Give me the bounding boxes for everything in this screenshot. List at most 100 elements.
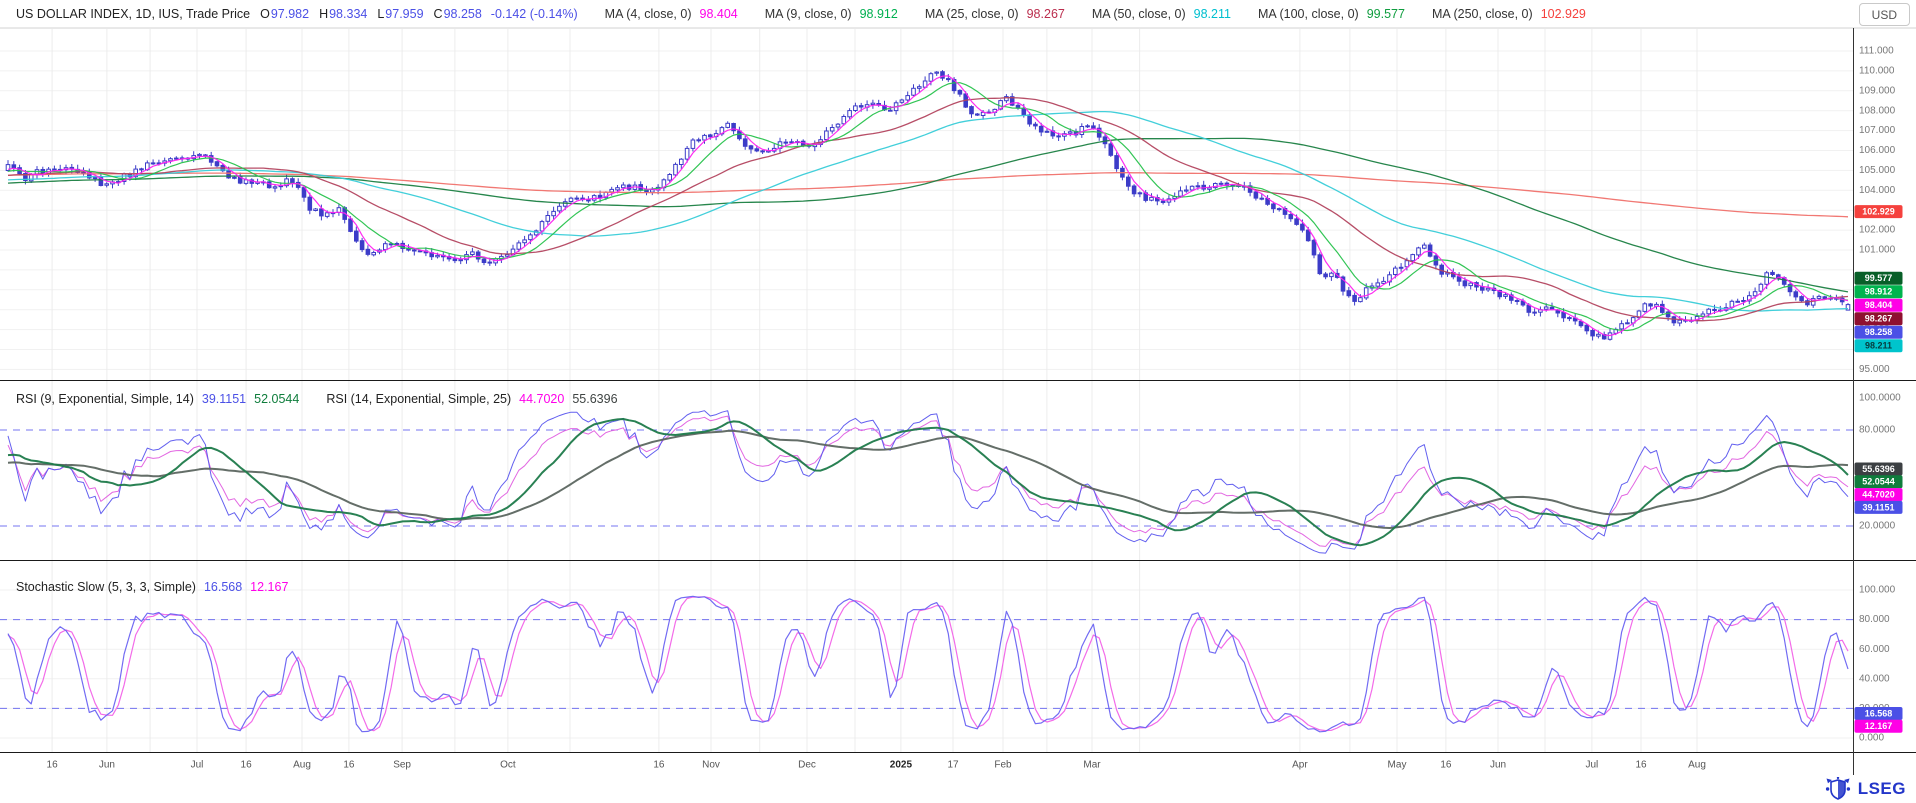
price-axis-badges: 102.929 99.577 98.912 98.404 98.267 98.258 98.… bbox=[1854, 205, 1903, 353]
svg-text:Nov: Nov bbox=[702, 760, 720, 771]
svg-text:16: 16 bbox=[241, 760, 253, 771]
svg-text:104.000: 104.000 bbox=[1859, 185, 1896, 196]
legend-segment: 99.577 bbox=[1366, 6, 1405, 21]
legend-segment[interactable]: MA (50, close, 0) bbox=[1091, 6, 1186, 21]
svg-text:16: 16 bbox=[1635, 760, 1647, 771]
stoch-panel-legend: Stochastic Slow (5, 3, 3, Simple) 16.568 1… bbox=[16, 579, 288, 595]
ma-line-25 bbox=[7, 97, 1849, 322]
svg-text:Dec: Dec bbox=[798, 760, 816, 771]
price-pane bbox=[7, 75, 1849, 337]
chart-svg[interactable]: 111.000 110.000 109.000 108.000 107.000 106.0… bbox=[0, 28, 1916, 776]
svg-text:95.000: 95.000 bbox=[1859, 364, 1890, 375]
legend-segment: 102.929 bbox=[1540, 6, 1586, 21]
svg-text:107.000: 107.000 bbox=[1859, 125, 1896, 136]
legend-segment: 52.0544 bbox=[254, 392, 300, 406]
legend-segment[interactable]: MA (4, close, 0) bbox=[604, 6, 692, 21]
main-legend: US DOLLAR INDEX, 1D, IUS, Trade Price O97… bbox=[16, 7, 1586, 21]
svg-text:99.577: 99.577 bbox=[1865, 273, 1893, 283]
threshold-lines bbox=[0, 429, 1853, 709]
legend-segment: 97.982 bbox=[270, 6, 310, 21]
svg-text:Feb: Feb bbox=[994, 760, 1012, 771]
svg-text:52.0544: 52.0544 bbox=[1862, 477, 1895, 487]
legend-segment: 98.267 bbox=[1026, 6, 1065, 21]
stoch-axis-badges: 16.568 12.167 bbox=[1854, 707, 1903, 733]
legend-segment: O bbox=[260, 6, 270, 21]
svg-text:39.1151: 39.1151 bbox=[1862, 502, 1894, 512]
svg-text:55.6396: 55.6396 bbox=[1862, 464, 1895, 474]
ma-line-100 bbox=[7, 137, 1849, 293]
rsi-pane bbox=[7, 410, 1849, 554]
svg-text:17: 17 bbox=[947, 760, 959, 771]
svg-text:105.000: 105.000 bbox=[1859, 165, 1896, 176]
svg-text:98.258: 98.258 bbox=[1865, 327, 1893, 337]
footer-bar: LSEG bbox=[0, 775, 1916, 803]
legend-segment: 98.334 bbox=[329, 6, 368, 21]
svg-text:111.000: 111.000 bbox=[1859, 46, 1894, 57]
svg-text:May: May bbox=[1388, 760, 1407, 771]
time-axis: 16 Jun Jul 16 Aug 16 Sep Oct 16 Nov Dec 2025 17 Feb Ma… bbox=[47, 760, 1706, 771]
svg-text:44.7020: 44.7020 bbox=[1862, 489, 1895, 499]
svg-text:Oct: Oct bbox=[500, 760, 516, 771]
legend-segment[interactable]: MA (9, close, 0) bbox=[764, 6, 852, 21]
legend-segment[interactable]: MA (25, close, 0) bbox=[924, 6, 1019, 21]
rsi9-avg-line bbox=[7, 418, 1849, 547]
svg-text:16: 16 bbox=[1440, 760, 1452, 771]
lseg-crest-icon bbox=[1823, 777, 1853, 801]
legend-segment: -0.142 (-0.14%) bbox=[490, 6, 578, 21]
svg-text:Jun: Jun bbox=[1490, 760, 1506, 771]
svg-text:98.404: 98.404 bbox=[1865, 300, 1893, 310]
legend-segment: H bbox=[319, 6, 329, 21]
svg-text:Sep: Sep bbox=[393, 760, 411, 771]
svg-text:16: 16 bbox=[653, 760, 665, 771]
svg-text:106.000: 106.000 bbox=[1859, 145, 1896, 156]
svg-text:Mar: Mar bbox=[1083, 760, 1101, 771]
rsi-panel-legend: RSI (9, Exponential, Simple, 14) 39.1151 5… bbox=[16, 391, 618, 407]
rsi14-legend[interactable]: RSI (14, Exponential, Simple, 25) bbox=[326, 392, 512, 406]
svg-text:110.000: 110.000 bbox=[1859, 66, 1895, 77]
instrument-legend[interactable]: US DOLLAR INDEX, 1D, IUS, Trade Price bbox=[16, 6, 251, 21]
legend-segment: 98.912 bbox=[859, 6, 898, 21]
legend-segment: 55.6396 bbox=[572, 392, 618, 406]
svg-text:Aug: Aug bbox=[293, 760, 311, 771]
svg-text:102.000: 102.000 bbox=[1859, 225, 1896, 236]
rsi14-avg-line bbox=[7, 429, 1849, 529]
legend-segment: 97.959 bbox=[385, 6, 424, 21]
svg-text:16: 16 bbox=[343, 760, 355, 771]
svg-text:108.000: 108.000 bbox=[1859, 105, 1896, 116]
svg-text:Apr: Apr bbox=[1292, 760, 1308, 771]
legend-segment[interactable]: MA (100, close, 0) bbox=[1257, 6, 1359, 21]
time-axis-drag[interactable] bbox=[0, 752, 1853, 775]
svg-text:20.0000: 20.0000 bbox=[1859, 521, 1896, 532]
chart-legend-bar: US DOLLAR INDEX, 1D, IUS, Trade Price O97… bbox=[0, 0, 1916, 28]
svg-text:80.0000: 80.0000 bbox=[1859, 425, 1896, 436]
legend-segment: 39.1151 bbox=[201, 392, 247, 406]
svg-text:Jul: Jul bbox=[191, 760, 204, 771]
rsi9-line bbox=[7, 410, 1849, 554]
ma-line-50 bbox=[7, 110, 1849, 312]
currency-button[interactable]: USD bbox=[1858, 3, 1910, 26]
legend-segment: 98.404 bbox=[699, 6, 738, 21]
svg-text:98.267: 98.267 bbox=[1865, 314, 1893, 324]
gridlines bbox=[0, 28, 1853, 752]
chart-canvas[interactable]: 111.000 110.000 109.000 108.000 107.000 106.0… bbox=[0, 28, 1916, 776]
svg-text:98.211: 98.211 bbox=[1865, 341, 1892, 351]
rsi9-legend[interactable]: RSI (9, Exponential, Simple, 14) bbox=[16, 392, 194, 406]
svg-text:12.167: 12.167 bbox=[1865, 721, 1893, 731]
legend-segment: 98.211 bbox=[1193, 6, 1231, 21]
legend-segment: C bbox=[433, 6, 443, 21]
ma-line-4 bbox=[7, 75, 1849, 337]
ma-line-9 bbox=[7, 82, 1849, 332]
svg-text:Aug: Aug bbox=[1688, 760, 1706, 771]
stoch-legend-label[interactable]: Stochastic Slow (5, 3, 3, Simple) bbox=[16, 580, 196, 594]
svg-text:40.000: 40.000 bbox=[1859, 673, 1890, 684]
price-axis[interactable] bbox=[1854, 28, 1916, 752]
svg-text:2025: 2025 bbox=[890, 760, 913, 771]
svg-text:80.000: 80.000 bbox=[1859, 614, 1890, 625]
rsi-axis-badges: 55.6396 52.0544 44.7020 39.1151 bbox=[1854, 462, 1903, 514]
svg-text:Jun: Jun bbox=[99, 760, 115, 771]
legend-segment: 12.167 bbox=[250, 580, 289, 594]
legend-segment: 16.568 bbox=[203, 580, 243, 594]
svg-text:109.000: 109.000 bbox=[1859, 85, 1896, 96]
rsi14-line bbox=[7, 415, 1849, 547]
legend-segment[interactable]: MA (250, close, 0) bbox=[1431, 6, 1533, 21]
